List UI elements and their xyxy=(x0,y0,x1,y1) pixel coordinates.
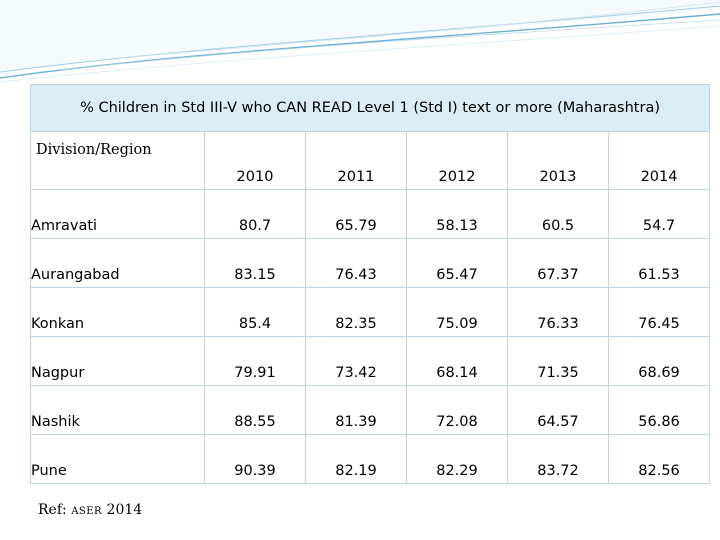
table-cell: 61.53 xyxy=(607,238,711,288)
table-cell: 64.57 xyxy=(507,385,609,435)
table-row: Nashik 88.55 81.39 72.08 64.57 56.86 xyxy=(30,385,711,435)
table-cell: 85.4 xyxy=(204,287,306,337)
region-name: Pune xyxy=(30,434,205,484)
table-cell: 73.42 xyxy=(305,336,407,386)
reference-year: 2014 xyxy=(106,502,143,518)
table-cell: 80.7 xyxy=(204,189,306,239)
table-cell: 75.09 xyxy=(406,287,508,337)
table-cell: 65.47 xyxy=(406,238,508,288)
decorative-swoosh xyxy=(0,0,720,83)
table-cell: 88.55 xyxy=(204,385,306,435)
table-cell: 68.69 xyxy=(607,336,711,386)
year-header: 2013 xyxy=(507,131,609,190)
table-cell: 72.08 xyxy=(406,385,508,435)
table-cell: 56.86 xyxy=(607,385,711,435)
reference-source: ASER xyxy=(71,506,103,517)
table-cell: 67.37 xyxy=(507,238,609,288)
region-name: Aurangabad xyxy=(30,238,205,288)
year-header: 2011 xyxy=(305,131,407,190)
reference-prefix: Ref: xyxy=(38,502,67,518)
table-row: Pune 90.39 82.19 82.29 83.72 82.56 xyxy=(30,434,711,484)
table-cell: 82.56 xyxy=(607,434,711,484)
table-row: Konkan 85.4 82.35 75.09 76.33 76.45 xyxy=(30,287,711,337)
reference-note: Ref: ASER 2014 xyxy=(38,502,142,518)
table-cell: 76.45 xyxy=(607,287,711,337)
table-cell: 60.5 xyxy=(507,189,609,239)
year-header: 2012 xyxy=(406,131,508,190)
table-cell: 65.79 xyxy=(305,189,407,239)
table-title: % Children in Std III-V who CAN READ Lev… xyxy=(29,84,711,132)
table-cell: 81.39 xyxy=(305,385,407,435)
literacy-table: % Children in Std III-V who CAN READ Lev… xyxy=(29,84,711,484)
table-row: Aurangabad 83.15 76.43 65.47 67.37 61.53 xyxy=(30,238,711,288)
table-cell: 90.39 xyxy=(204,434,306,484)
table-cell: 82.35 xyxy=(305,287,407,337)
table-cell: 83.72 xyxy=(507,434,609,484)
region-name: Nagpur xyxy=(30,336,205,386)
literacy-table-container: % Children in Std III-V who CAN READ Lev… xyxy=(29,84,711,484)
region-name: Nashik xyxy=(30,385,205,435)
table-cell: 68.14 xyxy=(406,336,508,386)
table-cell: 71.35 xyxy=(507,336,609,386)
row-header: Division/Region xyxy=(30,131,205,190)
year-header: 2014 xyxy=(607,131,711,190)
table-cell: 76.43 xyxy=(305,238,407,288)
table-cell: 83.15 xyxy=(204,238,306,288)
header-row: Division/Region 2010 2011 2012 2013 2014 xyxy=(30,131,711,190)
table-cell: 76.33 xyxy=(507,287,609,337)
table-cell: 79.91 xyxy=(204,336,306,386)
table-cell: 54.7 xyxy=(607,189,711,239)
table-cell: 82.19 xyxy=(305,434,407,484)
table-row: Nagpur 79.91 73.42 68.14 71.35 68.69 xyxy=(30,336,711,386)
table-row: Amravati 80.7 65.79 58.13 60.5 54.7 xyxy=(30,189,711,239)
region-name: Amravati xyxy=(30,189,205,239)
year-header: 2010 xyxy=(204,131,306,190)
region-name: Konkan xyxy=(30,287,205,337)
table-cell: 58.13 xyxy=(406,189,508,239)
table-cell: 82.29 xyxy=(406,434,508,484)
